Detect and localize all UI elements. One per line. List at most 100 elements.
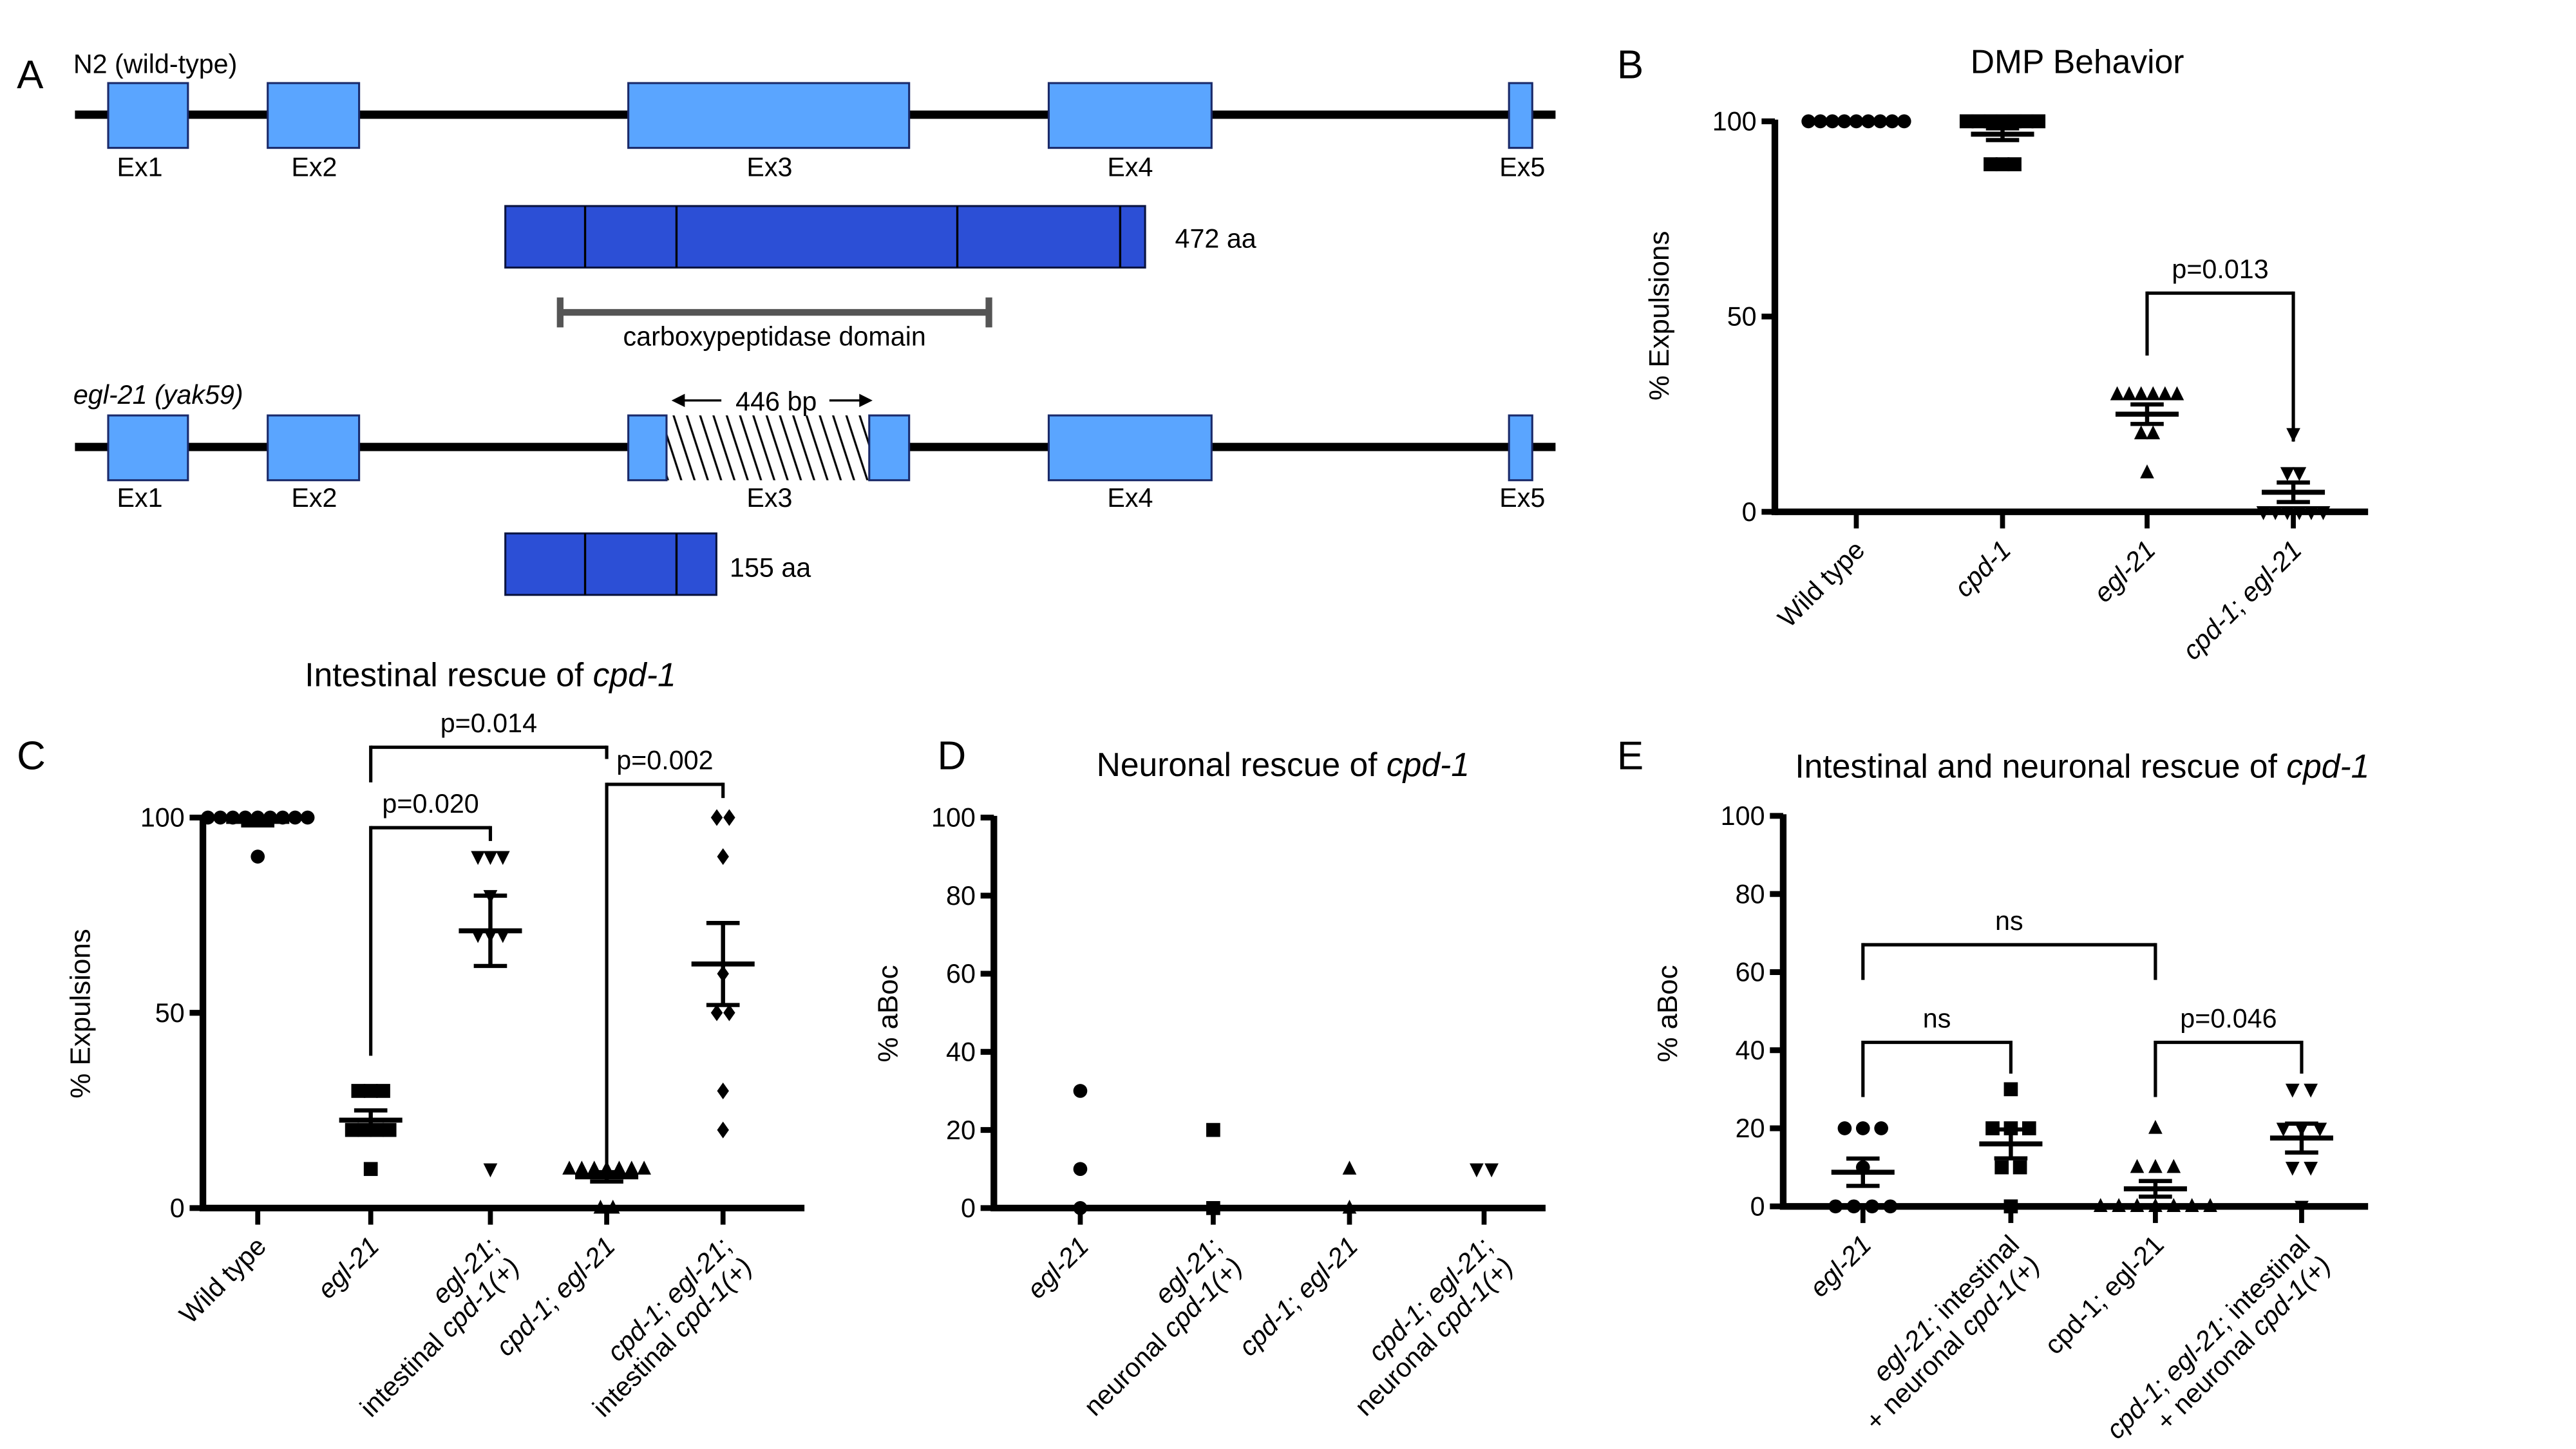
data-point-triangle-up bbox=[1342, 1160, 1357, 1175]
data-point-triangle-up bbox=[2148, 1120, 2163, 1134]
p-value-label: p=0.013 bbox=[2172, 254, 2268, 284]
x-tick-label: egl-21; intestinal+ neuronal cpd-1(+) bbox=[1839, 1229, 2045, 1436]
data-point-circle bbox=[251, 849, 265, 864]
data-point-square bbox=[1206, 1122, 1220, 1137]
x-tick-label: cpd-1; egl-21;neuronal cpd-1(+) bbox=[1329, 1231, 1519, 1422]
comparison-bracket: p=0.046 bbox=[2154, 1003, 2304, 1097]
y-axis-label: % Expulsions bbox=[1643, 231, 1675, 401]
chart-panel-d: Neuronal rescue of cpd-1 % aBoc 0 20 40 60 80 1… bbox=[873, 746, 1546, 1421]
exon-5 bbox=[1508, 82, 1533, 149]
data-point-triangle-up bbox=[2166, 1198, 2181, 1212]
data-point-triangle-down bbox=[483, 1163, 498, 1178]
y-tick-label: 50 bbox=[155, 998, 185, 1028]
series-group bbox=[1979, 1082, 2043, 1214]
series-group bbox=[691, 809, 755, 1139]
data-point-triangle-up bbox=[2203, 1198, 2217, 1212]
mutant-protein-length: 155 aa bbox=[730, 553, 811, 582]
data-point-square bbox=[382, 1122, 397, 1137]
data-point-square bbox=[2003, 1082, 2018, 1097]
data-point-triangle-up bbox=[1342, 1199, 1357, 1214]
wild-type-protein bbox=[504, 205, 1146, 269]
chart-title: Intestinal rescue of cpd-1 bbox=[305, 656, 676, 694]
series-group bbox=[1342, 1160, 1357, 1214]
chart-panel-b: DMP Behavior % Expulsions 0 50 100 Wild type c… bbox=[1643, 43, 2369, 665]
data-point-triangle-up bbox=[624, 1160, 639, 1175]
carboxypeptidase-domain-bracket bbox=[556, 297, 992, 328]
exon-3 bbox=[627, 82, 911, 149]
data-point-circle bbox=[1073, 1162, 1088, 1177]
data-point-triangle-up bbox=[593, 1199, 608, 1214]
exon-label: Ex5 bbox=[1499, 483, 1545, 513]
exon-4 bbox=[1047, 82, 1213, 149]
data-point-square bbox=[1984, 114, 1998, 129]
data-point-circle bbox=[1837, 1121, 1852, 1135]
y-tick-label: 20 bbox=[946, 1115, 976, 1145]
series-group bbox=[2093, 1120, 2217, 1212]
data-point-circle bbox=[213, 810, 228, 825]
data-point-square bbox=[2007, 157, 2022, 171]
data-point-circle bbox=[1861, 114, 1875, 129]
data-point-square bbox=[363, 1084, 378, 1098]
exon-3-right bbox=[868, 414, 911, 482]
y-tick-label: 100 bbox=[1712, 107, 1757, 137]
series-group bbox=[1959, 114, 2046, 171]
data-point-diamond bbox=[717, 848, 729, 866]
series-group bbox=[2256, 428, 2331, 520]
data-point-triangle-down bbox=[2292, 467, 2307, 482]
data-point-triangle-up bbox=[2166, 1159, 2181, 1173]
domain-label: carboxypeptidase domain bbox=[623, 322, 926, 352]
data-point-triangle-down bbox=[2268, 506, 2283, 520]
wild-type-gene-model: N2 (wild-type) Ex1 Ex2 Ex3 Ex4 Ex5 472 a… bbox=[73, 50, 1556, 352]
y-axis-label: % aBoc bbox=[873, 965, 904, 1062]
data-point-circle bbox=[1855, 1121, 1870, 1135]
data-point-circle bbox=[300, 810, 315, 825]
p-value-label: p=0.002 bbox=[616, 746, 713, 775]
data-point-square bbox=[345, 1122, 359, 1137]
data-point-circle bbox=[1825, 114, 1840, 129]
data-point-triangle-up bbox=[2130, 1159, 2145, 1173]
data-point-circle bbox=[1897, 114, 1911, 129]
data-point-circle bbox=[1885, 114, 1900, 129]
data-point-square bbox=[1994, 1160, 2009, 1175]
data-point-square bbox=[1995, 114, 2010, 129]
data-point-triangle-up bbox=[2110, 386, 2125, 401]
data-point-triangle-down bbox=[2304, 506, 2318, 520]
comparison-bracket: p=0.020 bbox=[369, 789, 493, 1056]
data-point-triangle-down bbox=[1484, 1163, 1499, 1178]
data-point-circle bbox=[288, 810, 303, 825]
y-tick-label: 20 bbox=[1736, 1113, 1765, 1143]
comparison-bracket: p=0.013 bbox=[2145, 254, 2295, 442]
y-tick-label: 100 bbox=[931, 803, 976, 833]
data-point-triangle-up bbox=[2140, 464, 2154, 478]
data-point-square bbox=[2012, 1160, 2027, 1175]
data-point-circle bbox=[1828, 1199, 1843, 1214]
series-group bbox=[2110, 386, 2184, 478]
series-group bbox=[200, 810, 315, 864]
data-point-triangle-down bbox=[2304, 1083, 2318, 1098]
deletion-size-arrow bbox=[671, 393, 873, 408]
mutant-protein bbox=[504, 532, 717, 596]
mutant-label: egl-21 (yak59) bbox=[73, 380, 243, 410]
exon-label: Ex4 bbox=[1107, 483, 1153, 513]
data-point-triangle-up bbox=[2148, 1198, 2163, 1212]
data-point-circle bbox=[1073, 1084, 1088, 1098]
data-point-triangle-up bbox=[2130, 1198, 2145, 1212]
data-point-diamond bbox=[717, 1121, 729, 1139]
data-point-square bbox=[1985, 1121, 2000, 1135]
data-point-diamond bbox=[710, 809, 723, 826]
data-point-square bbox=[1971, 114, 1986, 129]
data-point-circle bbox=[1801, 114, 1815, 129]
data-point-circle bbox=[1849, 114, 1864, 129]
data-point-triangle-up bbox=[574, 1160, 589, 1175]
data-point-circle bbox=[1837, 114, 1852, 129]
data-point-circle bbox=[1813, 114, 1828, 129]
panel-label-e: E bbox=[1617, 734, 1643, 779]
data-point-triangle-up bbox=[2112, 1198, 2126, 1212]
exon-label: Ex5 bbox=[1499, 153, 1545, 182]
series-group bbox=[562, 1160, 651, 1214]
panel-label-b: B bbox=[1617, 43, 1643, 87]
data-point-triangle-down bbox=[495, 851, 510, 866]
data-point-triangle-down bbox=[2295, 1200, 2309, 1215]
data-point-triangle-up bbox=[562, 1160, 576, 1175]
